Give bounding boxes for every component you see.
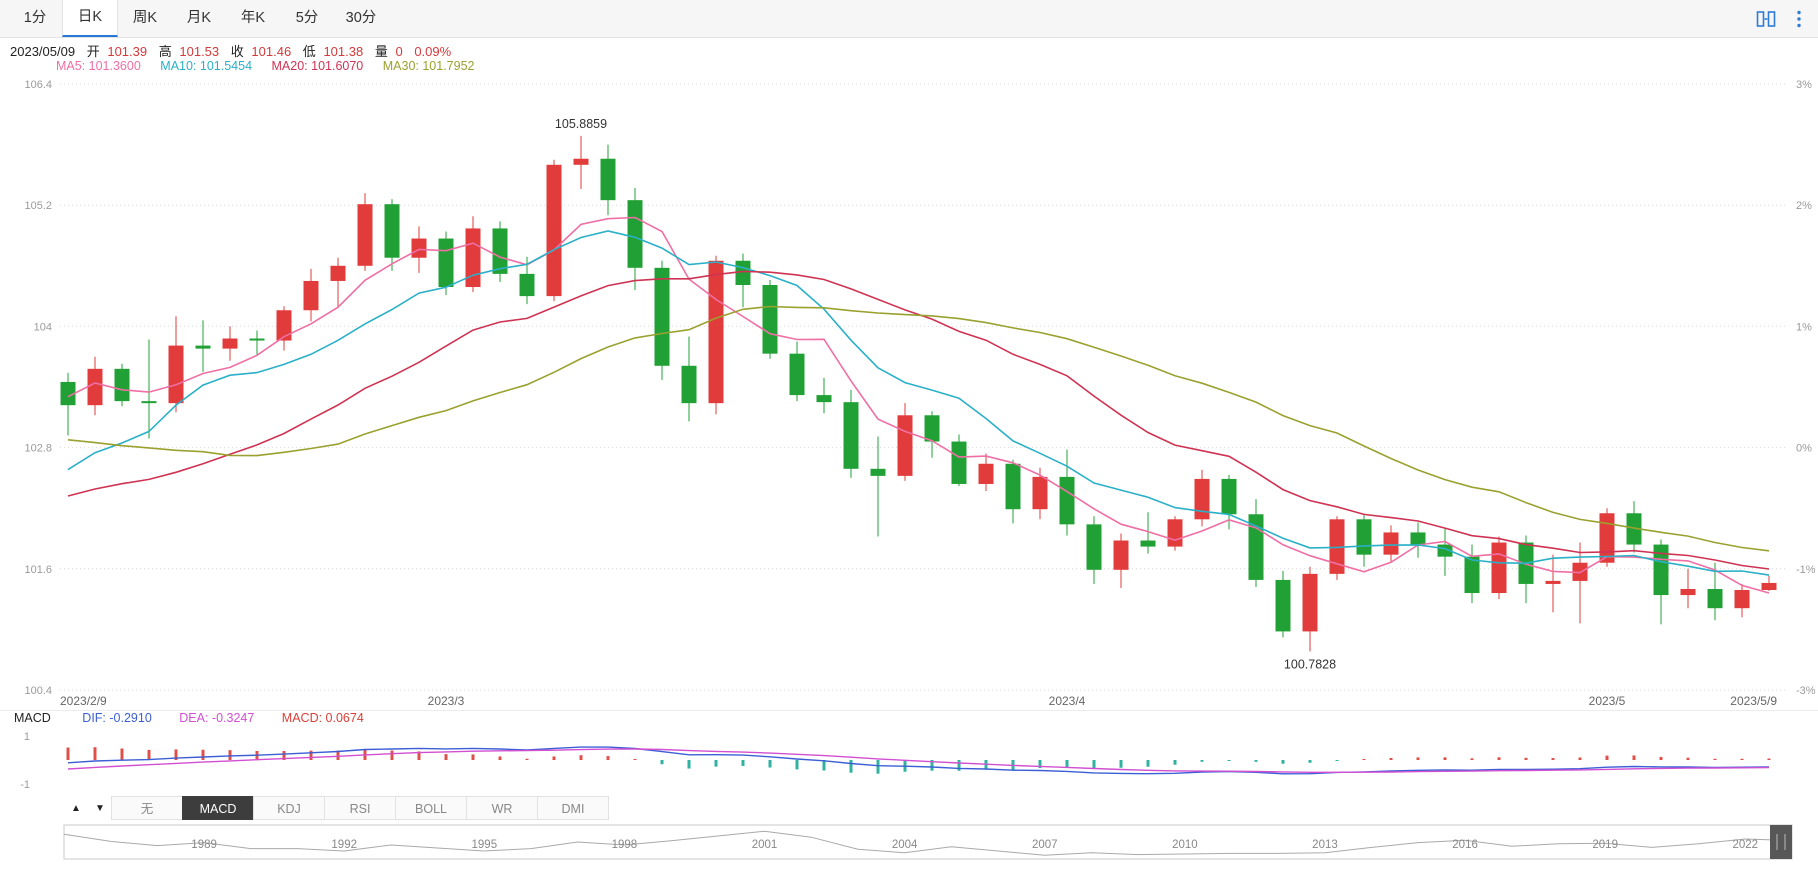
quote-open-label: 开 [86,44,100,59]
quote-bar: 2023/05/09 开 101.39 高 101.53 收 101.46 低 … [10,41,459,60]
more-menu-icon[interactable] [1796,9,1802,29]
ma-legend: MA5: 101.3600 MA10: 101.5454 MA20: 101.6… [56,59,491,73]
quote-date: 2023/05/09 [10,44,76,59]
quote-low-value: 101.38 [323,44,364,59]
macd-hist-value: MACD: 0.0674 [281,711,364,725]
svg-text:-1%: -1% [1796,564,1816,576]
indicator-tab-dmi[interactable]: DMI [537,796,609,820]
ma10-line [67,230,1770,576]
indicator-up-button[interactable]: ▲ [64,796,88,820]
svg-text:106.4: 106.4 [24,79,52,91]
svg-text:2007: 2007 [1032,839,1058,851]
svg-text:2023/3: 2023/3 [428,694,465,708]
svg-text:2004: 2004 [892,839,918,851]
price-annotations: 105.8859 100.7828 [555,117,1336,671]
indicator-tab-macd[interactable]: MACD [182,796,254,820]
macd-title: MACD [14,711,51,725]
price-grid: 106.4 3% 105.2 2% 104 1% 102.8 0% 101.6 -1% 100.4 -… [24,79,1815,697]
svg-text:101.6: 101.6 [24,564,52,576]
low-annotation: 100.7828 [1284,657,1336,671]
macd-header: MACD DIF: -0.2910 DEA: -0.3247 MACD: 0.0… [14,711,364,725]
svg-text:2023/5/9: 2023/5/9 [1730,694,1777,708]
quote-high-label: 高 [158,44,172,59]
ma-lines [67,216,1770,594]
svg-text:2001: 2001 [752,839,778,851]
svg-text:1%: 1% [1796,321,1812,333]
navigator[interactable]: 1989 1992 1995 1998 2001 2004 2007 2010 2013 2016… [0,824,1818,862]
tab-30min[interactable]: 30分 [345,10,377,26]
navigator-thumb[interactable] [1770,825,1792,859]
dea-line [67,748,1770,773]
svg-text:2016: 2016 [1452,839,1478,851]
ma10-legend: MA10: 101.5454 [160,59,253,73]
quote-low-label: 低 [302,44,316,59]
dif-line [67,746,1770,775]
svg-text:1998: 1998 [612,839,638,851]
svg-text:-3%: -3% [1796,685,1816,697]
macd-dif-value: DIF: -0.2910 [82,711,152,725]
svg-text:2022: 2022 [1733,839,1759,851]
svg-text:2%: 2% [1796,200,1812,212]
tab-yearly-k[interactable]: 年K [240,10,266,26]
x-axis-labels: 2023/2/9 2023/3 2023/4 2023/5 2023/5/9 [60,694,1777,708]
svg-text:1989: 1989 [191,839,217,851]
indicator-tab-kdj[interactable]: KDJ [253,796,325,820]
timeframe-toolbar: 1分 日K 周K 月K 年K 5分 30分 [0,0,1818,38]
svg-text:1: 1 [24,731,30,743]
svg-text:2023/4: 2023/4 [1049,694,1086,708]
macd-chart[interactable]: 1 -1 [0,730,1818,792]
svg-text:102.8: 102.8 [24,443,52,455]
tab-weekly-k[interactable]: 周K [132,10,158,26]
svg-text:2023/2/9: 2023/2/9 [60,694,107,708]
svg-text:-1: -1 [20,779,30,791]
svg-text:105.2: 105.2 [24,200,52,212]
indicator-down-button[interactable]: ▼ [88,796,112,820]
quote-close-label: 收 [230,44,244,59]
price-chart[interactable]: 106.4 3% 105.2 2% 104 1% 102.8 0% 101.6 -1% 100.4 -… [0,78,1818,710]
ma30-line [67,305,1770,552]
ma5-legend: MA5: 101.3600 [56,59,141,73]
ma30-legend: MA30: 101.7952 [382,59,475,73]
svg-text:1995: 1995 [472,839,498,851]
tab-monthly-k[interactable]: 月K [186,10,212,26]
quote-change-percent: 0.09% [414,44,452,59]
ma5-line [67,216,1770,594]
tab-daily-k[interactable]: 日K [62,0,118,37]
svg-text:0%: 0% [1796,443,1812,455]
svg-text:2013: 2013 [1312,839,1338,851]
quote-close-value: 101.46 [251,44,292,59]
macd-dea-value: DEA: -0.3247 [179,711,255,725]
svg-text:2023/5: 2023/5 [1589,694,1626,708]
indicator-tab-wr[interactable]: WR [466,796,538,820]
quote-high-value: 101.53 [179,44,220,59]
svg-text:1992: 1992 [331,839,357,851]
quote-volume-label: 量 [374,44,388,59]
high-annotation: 105.8859 [555,117,607,131]
svg-text:100.4: 100.4 [24,685,52,697]
svg-text:2010: 2010 [1172,839,1198,851]
history-sparkline [63,830,1793,856]
svg-text:3%: 3% [1796,79,1812,91]
panel-layout-icon[interactable] [1756,10,1776,28]
candles[interactable] [60,135,1777,652]
tab-5min[interactable]: 5分 [295,10,319,26]
indicator-tab-rsi[interactable]: RSI [324,796,396,820]
toolbar-icons [1756,0,1802,38]
indicator-tab-none[interactable]: 无 [111,796,183,820]
ma20-legend: MA20: 101.6070 [271,59,364,73]
quote-volume-value: 0 [395,44,403,59]
navigator-box [63,824,1793,860]
tab-1min[interactable]: 1分 [23,10,47,26]
svg-text:104: 104 [34,321,52,333]
panel-divider [0,710,1818,711]
indicator-tab-boll[interactable]: BOLL [395,796,467,820]
quote-open-value: 101.39 [107,44,148,59]
svg-text:2019: 2019 [1592,839,1618,851]
indicator-tabbar: ▲ ▼ 无 MACD KDJ RSI BOLL WR DMI [64,796,609,820]
